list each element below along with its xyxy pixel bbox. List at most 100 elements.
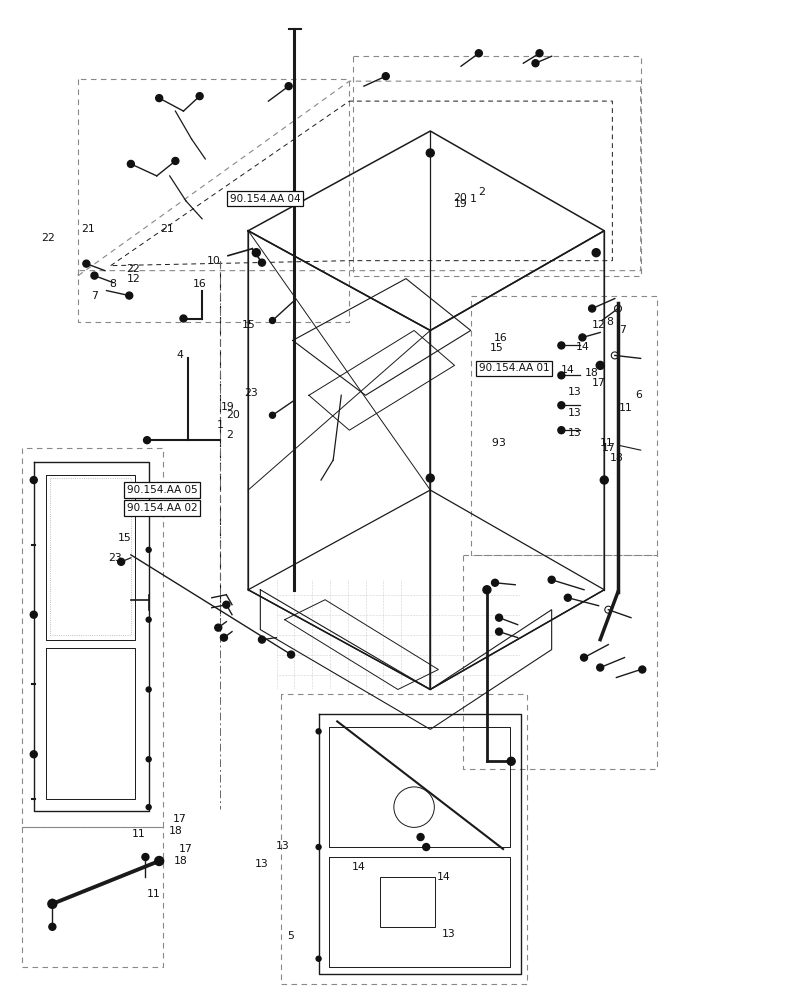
Circle shape bbox=[269, 412, 275, 418]
Circle shape bbox=[599, 476, 607, 484]
Circle shape bbox=[426, 149, 434, 157]
Text: 11: 11 bbox=[599, 438, 613, 448]
Text: 4: 4 bbox=[176, 350, 182, 360]
Circle shape bbox=[287, 651, 294, 658]
Circle shape bbox=[146, 617, 151, 622]
Circle shape bbox=[118, 558, 124, 565]
Text: 15: 15 bbox=[489, 343, 503, 353]
Circle shape bbox=[531, 60, 539, 67]
Circle shape bbox=[49, 923, 56, 930]
Circle shape bbox=[557, 372, 564, 379]
Text: 17: 17 bbox=[591, 378, 605, 388]
Circle shape bbox=[382, 73, 388, 80]
Text: 13: 13 bbox=[567, 387, 581, 397]
Text: 16: 16 bbox=[192, 279, 206, 289]
Text: 90.154.AA 04: 90.154.AA 04 bbox=[230, 194, 300, 204]
Text: 18: 18 bbox=[169, 826, 182, 836]
Text: 17: 17 bbox=[601, 443, 615, 453]
Text: 8: 8 bbox=[109, 279, 116, 289]
Text: 13: 13 bbox=[255, 859, 268, 869]
Circle shape bbox=[146, 757, 151, 762]
Text: 21: 21 bbox=[161, 224, 174, 234]
Circle shape bbox=[557, 427, 564, 434]
Text: 2: 2 bbox=[478, 187, 485, 197]
Text: 23: 23 bbox=[243, 388, 257, 398]
Text: 90.154.AA 01: 90.154.AA 01 bbox=[478, 363, 549, 373]
Text: 17: 17 bbox=[172, 814, 186, 824]
Text: 18: 18 bbox=[609, 453, 623, 463]
Text: 12: 12 bbox=[591, 320, 605, 330]
Circle shape bbox=[580, 654, 587, 661]
Circle shape bbox=[48, 899, 57, 908]
Text: 13: 13 bbox=[441, 929, 455, 939]
Text: 14: 14 bbox=[560, 365, 574, 375]
Circle shape bbox=[483, 586, 491, 594]
Circle shape bbox=[156, 95, 162, 102]
Circle shape bbox=[535, 50, 543, 57]
Circle shape bbox=[315, 729, 320, 734]
Circle shape bbox=[30, 751, 37, 758]
Circle shape bbox=[83, 260, 90, 267]
Text: 22: 22 bbox=[41, 233, 55, 243]
Circle shape bbox=[315, 956, 320, 961]
Text: 20: 20 bbox=[453, 193, 466, 203]
Circle shape bbox=[252, 249, 260, 257]
Text: 2: 2 bbox=[226, 430, 233, 440]
Circle shape bbox=[557, 402, 564, 409]
Text: 11: 11 bbox=[619, 403, 633, 413]
Text: 19: 19 bbox=[453, 199, 466, 209]
Circle shape bbox=[180, 315, 187, 322]
Circle shape bbox=[417, 834, 423, 841]
Text: 16: 16 bbox=[493, 333, 507, 343]
Circle shape bbox=[507, 757, 514, 765]
Text: 13: 13 bbox=[276, 841, 290, 851]
Circle shape bbox=[588, 305, 595, 312]
Text: 1: 1 bbox=[469, 194, 476, 204]
Text: 19: 19 bbox=[221, 402, 234, 412]
Circle shape bbox=[591, 249, 599, 257]
Text: 7: 7 bbox=[619, 325, 625, 335]
Circle shape bbox=[578, 334, 586, 341]
Circle shape bbox=[91, 272, 98, 279]
Circle shape bbox=[214, 624, 221, 631]
Text: 3: 3 bbox=[497, 438, 504, 448]
Text: 5: 5 bbox=[287, 931, 294, 941]
Circle shape bbox=[222, 601, 230, 608]
Circle shape bbox=[196, 93, 203, 100]
Text: 8: 8 bbox=[606, 317, 612, 327]
Text: 90.154.AA 05: 90.154.AA 05 bbox=[127, 485, 197, 495]
Circle shape bbox=[155, 857, 164, 865]
Circle shape bbox=[285, 83, 292, 90]
Text: 6: 6 bbox=[635, 390, 642, 400]
Circle shape bbox=[172, 157, 178, 164]
Text: 11: 11 bbox=[147, 889, 161, 899]
Text: 22: 22 bbox=[127, 264, 140, 274]
Circle shape bbox=[495, 628, 502, 635]
Text: 20: 20 bbox=[225, 410, 239, 420]
Text: 13: 13 bbox=[567, 428, 581, 438]
Text: 13: 13 bbox=[567, 408, 581, 418]
Text: 21: 21 bbox=[81, 224, 95, 234]
Circle shape bbox=[146, 547, 151, 552]
Text: 90.154.AA 02: 90.154.AA 02 bbox=[127, 503, 197, 513]
Circle shape bbox=[30, 611, 37, 618]
Circle shape bbox=[557, 342, 564, 349]
Text: 14: 14 bbox=[436, 872, 450, 882]
Circle shape bbox=[142, 854, 148, 860]
Circle shape bbox=[146, 486, 151, 491]
Circle shape bbox=[495, 614, 502, 621]
Text: 11: 11 bbox=[132, 829, 146, 839]
Circle shape bbox=[564, 594, 571, 601]
Circle shape bbox=[423, 844, 429, 851]
Circle shape bbox=[269, 318, 275, 323]
Text: 18: 18 bbox=[174, 856, 187, 866]
Circle shape bbox=[596, 664, 603, 671]
Text: 7: 7 bbox=[91, 291, 98, 301]
Text: 9: 9 bbox=[491, 438, 498, 448]
Text: 10: 10 bbox=[206, 256, 220, 266]
Text: 23: 23 bbox=[108, 553, 122, 563]
Circle shape bbox=[491, 579, 498, 586]
Circle shape bbox=[146, 687, 151, 692]
Text: 12: 12 bbox=[127, 274, 140, 284]
Circle shape bbox=[144, 437, 150, 444]
